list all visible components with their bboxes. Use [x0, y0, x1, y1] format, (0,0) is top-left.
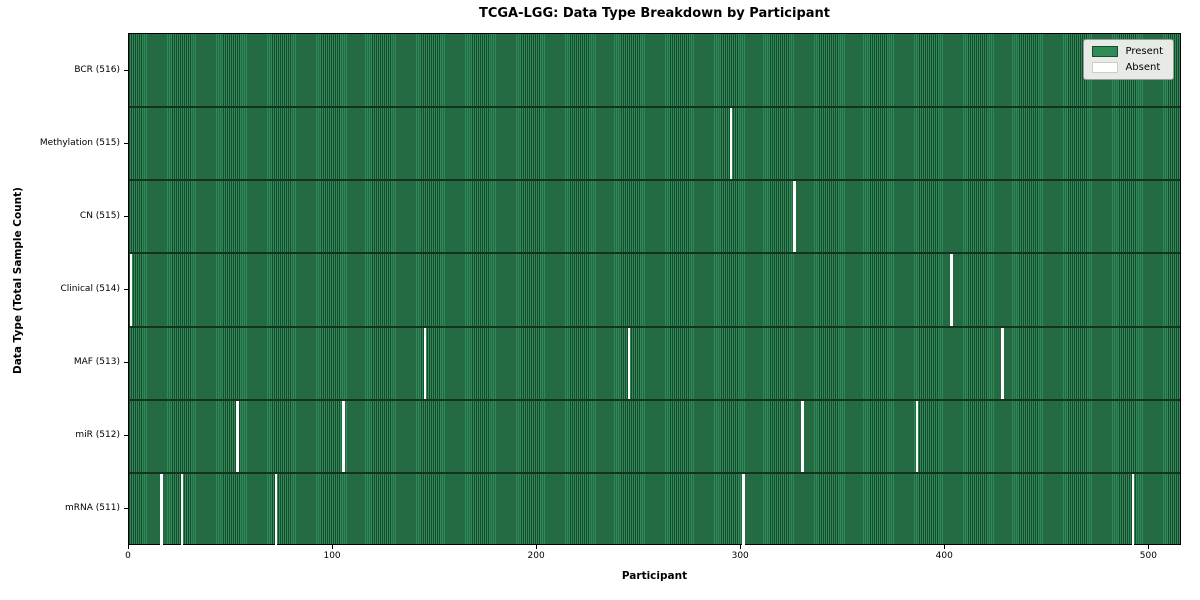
- absent-marker: [235, 400, 239, 472]
- x-tick-label: 100: [323, 551, 341, 561]
- y-tick: [124, 435, 128, 437]
- absent-marker: [129, 254, 133, 326]
- y-tick-label: MAF (513): [73, 357, 120, 368]
- row-separator: [129, 106, 1180, 109]
- absent-marker: [1131, 473, 1135, 545]
- legend-swatch-present-icon: [1092, 46, 1119, 57]
- y-tick: [124, 508, 128, 510]
- x-tick: [332, 545, 334, 549]
- absent-marker: [742, 473, 745, 545]
- x-tick-label: 0: [125, 551, 131, 561]
- absent-marker: [342, 400, 345, 472]
- absent-marker: [729, 108, 733, 180]
- absent-marker: [950, 254, 953, 326]
- y-tick-label: miR (512): [75, 430, 120, 441]
- absent-marker: [915, 400, 919, 472]
- legend-entry-present: Present: [1092, 46, 1163, 57]
- row-separator: [129, 325, 1180, 328]
- chart-title: TCGA-LGG: Data Type Breakdown by Partici…: [478, 6, 831, 21]
- x-tick: [944, 545, 946, 549]
- y-tick: [124, 215, 128, 217]
- y-tick-label: CN (515): [79, 210, 120, 221]
- row-separator: [129, 179, 1180, 182]
- row-separator: [129, 252, 1180, 255]
- row-separator: [129, 471, 1180, 474]
- absent-marker: [274, 473, 278, 545]
- y-tick: [124, 142, 128, 144]
- x-tick-label: 200: [527, 551, 545, 561]
- legend-swatch-absent-icon: [1092, 62, 1119, 73]
- x-tick-label: 300: [731, 551, 749, 561]
- absent-marker: [423, 327, 427, 399]
- plot-area: Present Absent: [128, 33, 1181, 545]
- y-axis-title: Data Type (Total Sample Count): [12, 187, 24, 374]
- x-tick: [1148, 545, 1150, 549]
- legend-label-present: Present: [1125, 46, 1163, 57]
- absent-marker: [1001, 327, 1004, 399]
- x-tick: [740, 545, 742, 549]
- legend-entry-absent: Absent: [1092, 62, 1163, 73]
- absent-marker: [627, 327, 631, 399]
- x-tick: [128, 545, 129, 549]
- y-tick-label: Methylation (515): [39, 137, 120, 148]
- y-tick: [124, 69, 128, 71]
- y-tick-label: Clinical (514): [60, 284, 120, 294]
- y-tick-label: BCR (516): [74, 64, 120, 75]
- legend: Present Absent: [1083, 39, 1174, 80]
- absent-marker: [793, 181, 796, 253]
- y-tick: [124, 362, 128, 364]
- absent-marker: [160, 473, 164, 545]
- x-tick: [536, 545, 538, 549]
- y-tick: [124, 289, 128, 290]
- absent-marker: [180, 473, 184, 545]
- legend-label-absent: Absent: [1125, 62, 1161, 73]
- x-axis-title: Participant: [621, 570, 688, 582]
- x-tick-label: 400: [935, 551, 953, 561]
- y-tick-label: mRNA (511): [65, 503, 120, 514]
- x-tick-label: 500: [1139, 551, 1157, 561]
- row-separator: [129, 398, 1180, 401]
- absent-marker: [801, 400, 804, 472]
